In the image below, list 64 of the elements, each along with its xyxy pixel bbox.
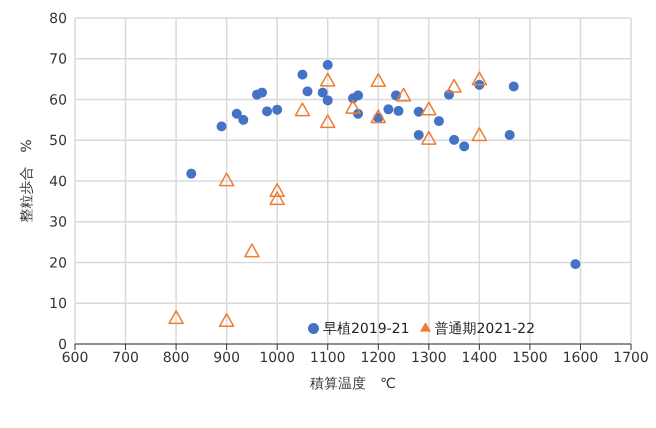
point xyxy=(320,72,336,87)
point xyxy=(370,73,386,88)
point xyxy=(238,114,248,125)
point xyxy=(318,88,328,98)
point xyxy=(472,71,488,86)
x-tick-label: 1100 xyxy=(310,350,346,366)
x-tick-label: 1000 xyxy=(259,350,295,366)
point xyxy=(570,259,580,270)
y-tick-label: 80 xyxy=(49,10,67,27)
point xyxy=(414,130,424,140)
point xyxy=(421,102,437,116)
x-tick-label: 1500 xyxy=(512,350,548,366)
point xyxy=(186,168,196,179)
point xyxy=(302,86,313,96)
x-tick-label: 800 xyxy=(162,350,190,366)
point xyxy=(345,100,361,114)
point xyxy=(449,134,460,145)
y-tick-label: 40 xyxy=(49,174,67,190)
point xyxy=(504,130,515,140)
y-tick-label: 70 xyxy=(49,52,67,68)
point xyxy=(370,109,386,124)
point xyxy=(232,108,242,119)
legend-label: 普通期2021-22 xyxy=(434,321,535,337)
y-tick-label: 50 xyxy=(49,133,67,150)
point xyxy=(218,313,234,328)
x-tick-label: 1700 xyxy=(613,350,649,366)
point xyxy=(297,70,308,80)
y-axis-title: 整粒歩合 % xyxy=(18,139,35,223)
x-tick-label: 1600 xyxy=(562,350,598,366)
point xyxy=(508,81,519,92)
point xyxy=(168,310,184,324)
point xyxy=(257,88,268,98)
point xyxy=(272,104,282,115)
point xyxy=(269,191,285,206)
point xyxy=(322,95,333,106)
y-tick-label: 30 xyxy=(49,214,67,231)
point xyxy=(383,104,394,114)
x-axis-title: 積算温度 ℃ xyxy=(310,376,396,392)
point xyxy=(262,106,272,116)
y-tick-label: 20 xyxy=(49,255,67,272)
point xyxy=(446,78,462,93)
point xyxy=(218,172,234,186)
point xyxy=(459,141,470,152)
y-tick-label: 60 xyxy=(49,92,67,108)
y-tick-label: 10 xyxy=(49,296,67,312)
point xyxy=(269,183,285,198)
x-tick-label: 1200 xyxy=(360,350,396,366)
point xyxy=(244,243,260,258)
point xyxy=(320,114,336,128)
point xyxy=(216,121,227,132)
point xyxy=(472,127,488,142)
x-tick-label: 1300 xyxy=(411,350,447,366)
x-tick-label: 900 xyxy=(213,350,240,366)
point xyxy=(393,106,404,116)
point xyxy=(294,102,310,116)
point xyxy=(421,130,437,145)
point xyxy=(414,106,424,117)
point xyxy=(396,88,412,102)
point xyxy=(353,90,364,100)
legend-label: 早植2019-21 xyxy=(323,321,410,337)
x-tick-label: 700 xyxy=(112,350,139,366)
point xyxy=(434,116,444,126)
point xyxy=(322,60,333,70)
x-tick-label: 1400 xyxy=(462,350,498,366)
